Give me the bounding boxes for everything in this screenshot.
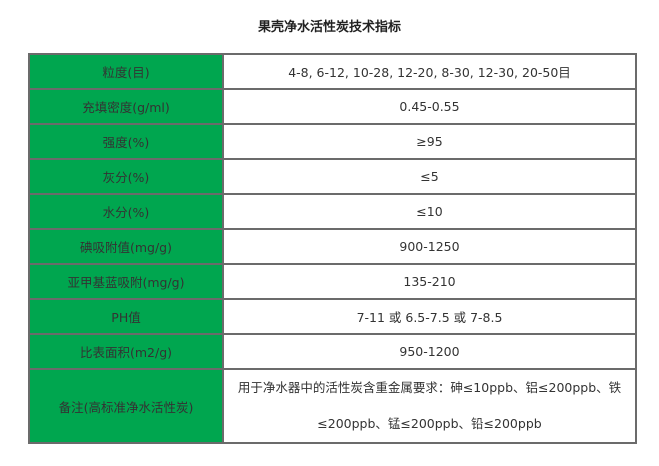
spec-label: 强度(%): [28, 123, 224, 160]
spec-value: ≤5: [222, 158, 637, 195]
table-row: 水分(%) ≤10: [28, 193, 637, 230]
spec-label: 水分(%): [28, 193, 224, 230]
table-row: 备注(高标准净水活性炭) 用于净水器中的活性炭含重金属要求：砷≤10ppb、铝≤2…: [28, 368, 637, 444]
table-row: 比表面积(m2/g) 950-1200: [28, 333, 637, 370]
spec-value: 0.45-0.55: [222, 88, 637, 125]
spec-value: ≥95: [222, 123, 637, 160]
table-row: PH值 7-11 或 6.5-7.5 或 7-8.5: [28, 298, 637, 335]
spec-value: 4-8, 6-12, 10-28, 12-20, 8-30, 12-30, 20…: [222, 53, 637, 90]
spec-label: 比表面积(m2/g): [28, 333, 224, 370]
spec-value: 950-1200: [222, 333, 637, 370]
spec-value: 用于净水器中的活性炭含重金属要求：砷≤10ppb、铝≤200ppb、铁≤200p…: [222, 368, 637, 444]
spec-label: PH值: [28, 298, 224, 335]
spec-label: 粒度(目): [28, 53, 224, 90]
spec-label: 备注(高标准净水活性炭): [28, 368, 224, 444]
table-row: 亚甲基蓝吸附(mg/g) 135-210: [28, 263, 637, 300]
table-row: 碘吸附值(mg/g) 900-1250: [28, 228, 637, 265]
table-row: 灰分(%) ≤5: [28, 158, 637, 195]
spec-label: 碘吸附值(mg/g): [28, 228, 224, 265]
spec-value: ≤10: [222, 193, 637, 230]
spec-value: 7-11 或 6.5-7.5 或 7-8.5: [222, 298, 637, 335]
spec-value: 900-1250: [222, 228, 637, 265]
table-row: 粒度(目) 4-8, 6-12, 10-28, 12-20, 8-30, 12-3…: [28, 53, 637, 90]
spec-table: 粒度(目) 4-8, 6-12, 10-28, 12-20, 8-30, 12-3…: [28, 53, 637, 444]
table-row: 强度(%) ≥95: [28, 123, 637, 160]
spec-label: 灰分(%): [28, 158, 224, 195]
table-row: 充填密度(g/ml) 0.45-0.55: [28, 88, 637, 125]
spec-value: 135-210: [222, 263, 637, 300]
spec-label: 亚甲基蓝吸附(mg/g): [28, 263, 224, 300]
spec-label: 充填密度(g/ml): [28, 88, 224, 125]
page-title: 果壳净水活性炭技术指标: [257, 20, 401, 35]
